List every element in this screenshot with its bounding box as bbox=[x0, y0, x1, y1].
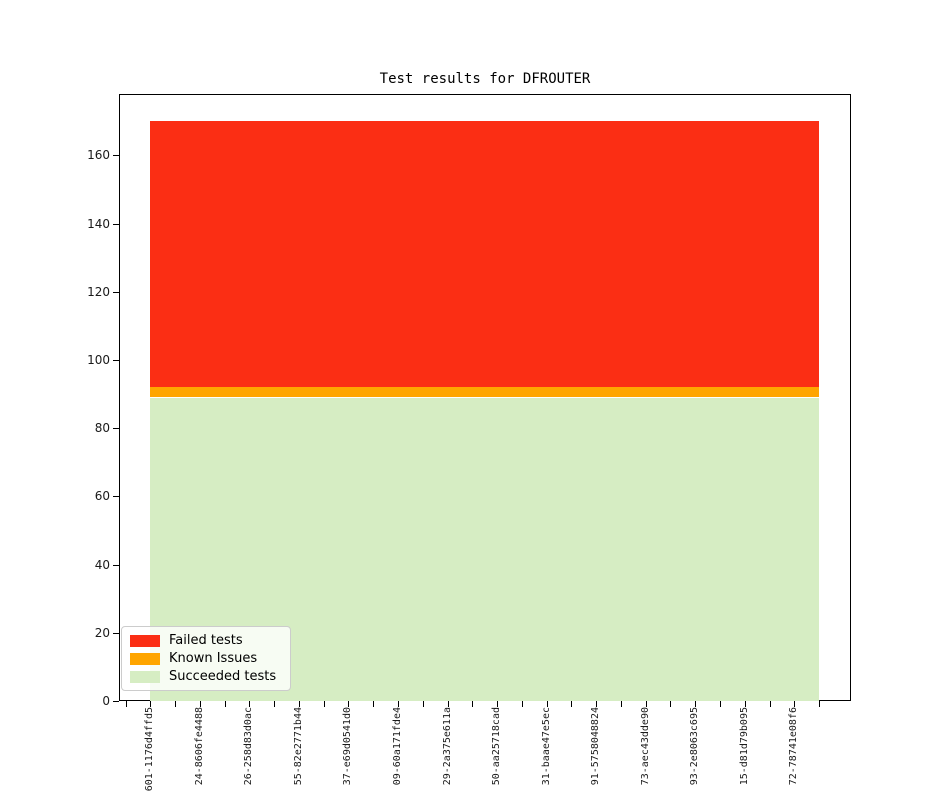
legend-item: Failed tests bbox=[130, 633, 282, 649]
y-tick-label: 20 bbox=[94, 625, 110, 640]
x-tick-label: 31-baae47e5ec bbox=[540, 707, 552, 786]
y-tick-label: 60 bbox=[94, 489, 110, 504]
y-tick-label: 80 bbox=[94, 421, 110, 436]
x-tick-mark bbox=[125, 701, 127, 707]
x-tick-mark bbox=[521, 701, 523, 707]
x-tick-label: 24-8606fe4488 bbox=[193, 707, 205, 786]
x-tick-mark bbox=[596, 701, 598, 707]
x-tick-label: 601-1176d4ffd5 bbox=[144, 707, 156, 791]
x-tick-mark bbox=[819, 701, 821, 707]
x-tick-label: 91-5758048824 bbox=[590, 707, 602, 786]
legend-label: Known Issues bbox=[169, 651, 258, 666]
legend-label: Succeeded tests bbox=[169, 669, 277, 684]
x-tick-mark bbox=[150, 701, 152, 707]
y-tick-mark bbox=[113, 223, 119, 225]
x-tick-label: 37-e69d0541d0 bbox=[342, 707, 354, 786]
x-tick-label: 50-aa25718cad bbox=[491, 707, 503, 786]
y-tick-mark bbox=[113, 291, 119, 293]
bar-segment-failed-tests bbox=[150, 121, 820, 388]
y-tick-mark bbox=[113, 632, 119, 634]
x-tick-label: 09-60a171fde4 bbox=[391, 707, 403, 786]
y-tick-mark bbox=[113, 564, 119, 566]
x-tick-mark bbox=[397, 701, 399, 707]
x-tick-mark bbox=[348, 701, 350, 707]
x-tick-label: 26-258d83d0ac bbox=[243, 707, 255, 786]
x-tick-label: 72-78741e08f6 bbox=[788, 707, 800, 786]
x-tick-mark bbox=[224, 701, 226, 707]
x-tick-mark bbox=[274, 701, 276, 707]
x-tick-mark bbox=[175, 701, 177, 707]
chart-title: Test results for DFROUTER bbox=[379, 71, 591, 87]
y-tick-mark bbox=[113, 155, 119, 157]
x-tick-mark bbox=[472, 701, 474, 707]
y-tick-label: 160 bbox=[87, 148, 110, 163]
legend-item: Succeeded tests bbox=[130, 669, 282, 685]
x-tick-mark bbox=[298, 701, 300, 707]
x-tick-mark bbox=[670, 701, 672, 707]
x-tick-mark bbox=[695, 701, 697, 707]
x-tick-mark bbox=[373, 701, 375, 707]
x-tick-mark bbox=[769, 701, 771, 707]
y-tick-mark bbox=[113, 428, 119, 430]
x-tick-mark bbox=[546, 701, 548, 707]
y-tick-mark bbox=[113, 359, 119, 361]
legend-item: Known Issues bbox=[130, 651, 282, 667]
x-tick-mark bbox=[645, 701, 647, 707]
y-tick-mark bbox=[113, 496, 119, 498]
x-tick-mark bbox=[571, 701, 573, 707]
x-tick-mark bbox=[323, 701, 325, 707]
x-tick-mark bbox=[497, 701, 499, 707]
y-tick-label: 100 bbox=[87, 352, 110, 367]
x-tick-mark bbox=[744, 701, 746, 707]
x-tick-label: 55-82e2771b44 bbox=[292, 707, 304, 786]
y-tick-mark bbox=[113, 701, 119, 702]
legend: Failed tests Known Issues Succeeded tests bbox=[121, 626, 291, 691]
legend-color-patch bbox=[130, 671, 160, 683]
y-tick-label: 40 bbox=[94, 557, 110, 572]
x-tick-mark bbox=[249, 701, 251, 707]
x-tick-mark bbox=[199, 701, 201, 707]
y-tick-label: 120 bbox=[87, 284, 110, 299]
bar-segment-known-issues bbox=[150, 387, 820, 398]
y-tick-label: 140 bbox=[87, 216, 110, 231]
legend-label: Failed tests bbox=[169, 633, 243, 648]
x-tick-label: 73-aec43dde90 bbox=[639, 707, 651, 786]
legend-color-patch bbox=[130, 653, 160, 665]
y-tick-label: 0 bbox=[102, 694, 110, 708]
x-tick-mark bbox=[794, 701, 796, 707]
x-tick-label: 15-d81d79b095 bbox=[738, 707, 750, 786]
legend-color-patch bbox=[130, 635, 160, 647]
x-tick-label: 29-2a375e611a bbox=[441, 707, 453, 786]
x-tick-mark bbox=[719, 701, 721, 707]
x-tick-mark bbox=[620, 701, 622, 707]
x-tick-label: 93-2e8063c695 bbox=[689, 707, 701, 786]
x-tick-mark bbox=[447, 701, 449, 707]
x-tick-mark bbox=[422, 701, 424, 707]
